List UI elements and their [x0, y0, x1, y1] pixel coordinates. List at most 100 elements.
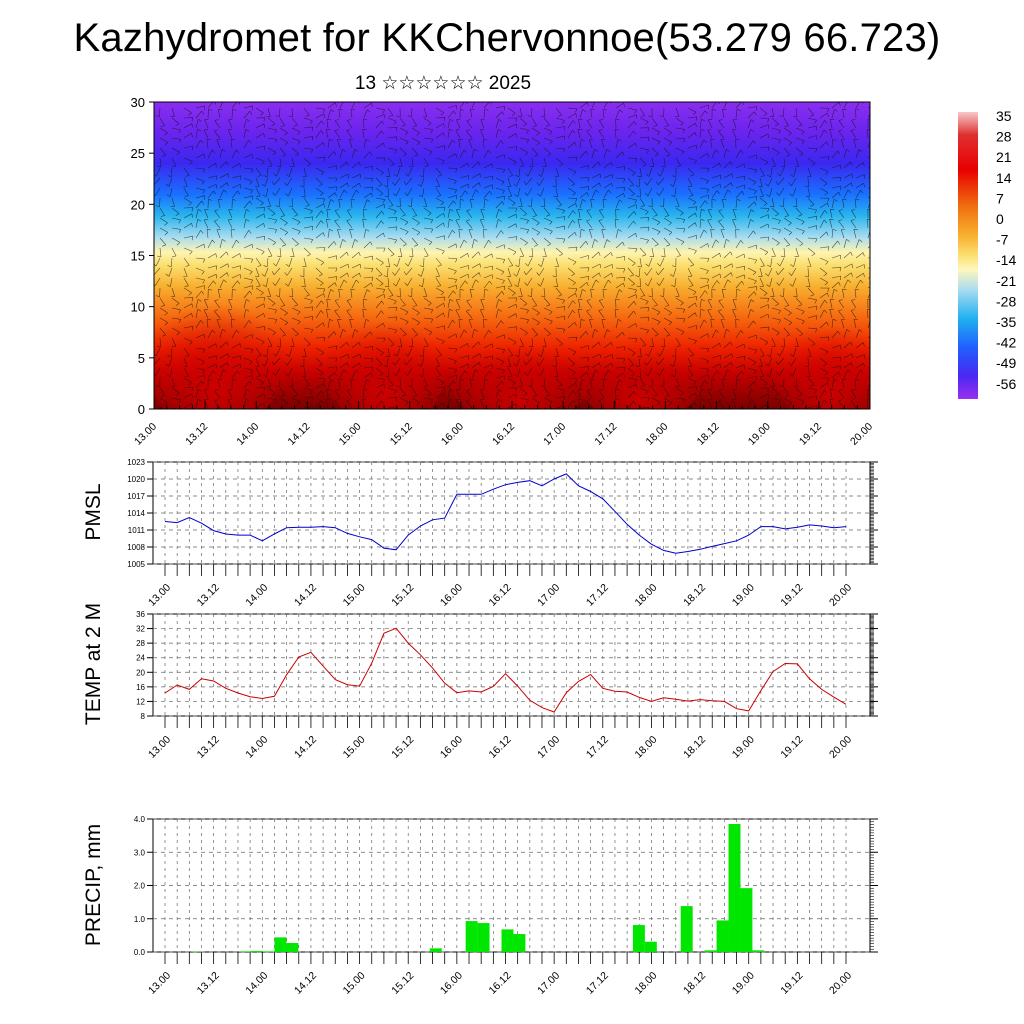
- x-tick-label: 14.00: [243, 970, 270, 997]
- precip-bar: [429, 948, 442, 952]
- y-tick-label: 20: [136, 668, 145, 677]
- heatmap-y-tick-label: 20: [131, 197, 145, 212]
- colorbar-label: -14: [996, 252, 1016, 268]
- x-tick-label: 15.00: [341, 582, 368, 609]
- panel-frame: [152, 613, 871, 717]
- y-tick-label: 3.0: [134, 848, 146, 857]
- x-tick-label: 19.00: [730, 970, 757, 997]
- x-tick-label: 14.00: [243, 582, 270, 609]
- x-tick-label: 16.12: [487, 582, 514, 609]
- y-tick-label: 1017: [127, 492, 145, 501]
- x-tick-label: 16.00: [438, 970, 465, 997]
- precip-bar: [704, 950, 717, 952]
- heatmap-x-tick-label: 20.00: [848, 421, 875, 448]
- x-tick-label: 15.12: [389, 734, 416, 761]
- y-tick-label: 32: [136, 625, 145, 634]
- x-tick-label: 18.00: [632, 734, 659, 761]
- precip-bar: [274, 937, 287, 952]
- heatmap-warm-core: [775, 315, 870, 409]
- heatmap-x-tick-label: 17.12: [592, 421, 619, 448]
- precip-bar: [262, 951, 275, 952]
- heatmap-y-tick-label: 5: [138, 351, 145, 366]
- x-tick-label: 20.00: [827, 970, 854, 997]
- y-axis-label: PRECIP, mm: [82, 824, 105, 946]
- x-tick-label: 17.12: [584, 970, 611, 997]
- y-tick-label: 1014: [127, 509, 145, 518]
- heatmap-x-tick-label: 16.00: [439, 421, 466, 448]
- wind-barb-field: [154, 102, 870, 409]
- x-tick-label: 13.12: [195, 734, 222, 761]
- x-tick-label: 19.12: [778, 970, 805, 997]
- heatmap-y-tick-label: 15: [131, 249, 145, 264]
- x-tick-label: 16.00: [438, 582, 465, 609]
- precip-bar: [728, 823, 741, 952]
- heatmap-warm-core: [450, 335, 590, 409]
- x-tick-label: 17.00: [535, 970, 562, 997]
- colorbar: 35 28 21 14 7 0 -7 -14 -21 -28 -35 -42 -49 -56: [958, 108, 1016, 399]
- y-axis-label: PMSL: [82, 483, 105, 540]
- y-tick-label: 1.0: [134, 915, 146, 924]
- heatmap-y-tick-label: 30: [131, 95, 145, 110]
- y-tick-label: 0.0: [134, 948, 146, 957]
- precip-bar: [286, 943, 299, 952]
- y-tick-label: 1008: [127, 543, 145, 552]
- x-tick-label: 20.00: [827, 734, 854, 761]
- x-tick-label: 17.12: [584, 582, 611, 609]
- precip-bar: [632, 925, 645, 952]
- x-tick-label: 15.12: [389, 970, 416, 997]
- x-tick-label: 14.12: [292, 582, 319, 609]
- pmsl-panel: 1005 1008 1011 1014 1017 1020 1023 PMSL 13.00 13.…: [82, 458, 878, 609]
- colorbar-label: -42: [996, 335, 1016, 351]
- y-tick-label: 1020: [127, 475, 145, 484]
- x-tick-label: 17.00: [535, 582, 562, 609]
- temp-panel: 8 12 16 20 24 28 32 36 TEMP at 2 M 13.00 13.12 14.0…: [82, 603, 878, 761]
- x-tick-label: 16.00: [438, 734, 465, 761]
- heatmap-warm-core: [325, 310, 445, 409]
- heatmap-x-tick-label: 15.00: [337, 421, 364, 448]
- x-tick-label: 17.12: [584, 734, 611, 761]
- y-tick-label: 12: [136, 697, 145, 706]
- page-subtitle: 13 ☆☆☆☆☆☆ 2025: [354, 73, 532, 94]
- x-tick-label: 16.12: [487, 970, 514, 997]
- heatmap-x-tick-label: 18.12: [695, 421, 722, 448]
- y-tick-label: 28: [136, 639, 145, 648]
- heatmap-x-tick-label: 14.12: [285, 421, 312, 448]
- y-tick-label: 36: [136, 610, 145, 619]
- colorbar-label: 21: [996, 149, 1012, 165]
- precip-bar: [680, 906, 693, 952]
- colorbar-label: 28: [996, 129, 1012, 145]
- page-title: Kazhydromet for KKChervonnoe(53.279 66.7…: [73, 16, 941, 60]
- y-tick-label: 4.0: [134, 815, 146, 824]
- heatmap-panel: 0 5 10 15 20 25 30 13.00 13.12 14.00 14.12 15.00 15.…: [131, 95, 1017, 448]
- colorbar-label: -7: [996, 232, 1009, 248]
- y-tick-label: 1023: [127, 458, 145, 467]
- y-axis-label: TEMP at 2 M: [82, 603, 105, 725]
- y-tick-label: 1005: [127, 560, 145, 569]
- colorbar-label: 14: [996, 170, 1012, 186]
- x-tick-label: 17.00: [535, 734, 562, 761]
- x-tick-label: 19.00: [730, 582, 757, 609]
- heatmap-y-tick-label: 10: [131, 300, 145, 315]
- x-tick-label: 14.12: [292, 970, 319, 997]
- series-line: [164, 473, 847, 554]
- series-line: [164, 627, 847, 713]
- colorbar-label: -28: [996, 293, 1016, 309]
- heatmap-x-tick-label: 18.00: [643, 421, 670, 448]
- heatmap-x-tick-label: 13.12: [183, 421, 210, 448]
- precip-bar: [250, 951, 263, 952]
- x-tick-label: 18.12: [681, 582, 708, 609]
- x-tick-label: 13.00: [146, 582, 173, 609]
- x-tick-label: 14.12: [292, 734, 319, 761]
- precip-bar: [644, 941, 657, 952]
- x-tick-label: 20.00: [827, 582, 854, 609]
- precip-bar: [501, 929, 514, 952]
- x-tick-label: 14.00: [243, 734, 270, 761]
- x-tick-label: 19.12: [778, 582, 805, 609]
- y-tick-label: 1011: [128, 526, 146, 535]
- heatmap-x-tick-label: 13.00: [132, 421, 159, 448]
- x-tick-label: 16.12: [487, 734, 514, 761]
- y-tick-label: 16: [136, 683, 145, 692]
- colorbar-label: -35: [996, 314, 1016, 330]
- x-tick-label: 13.12: [195, 970, 222, 997]
